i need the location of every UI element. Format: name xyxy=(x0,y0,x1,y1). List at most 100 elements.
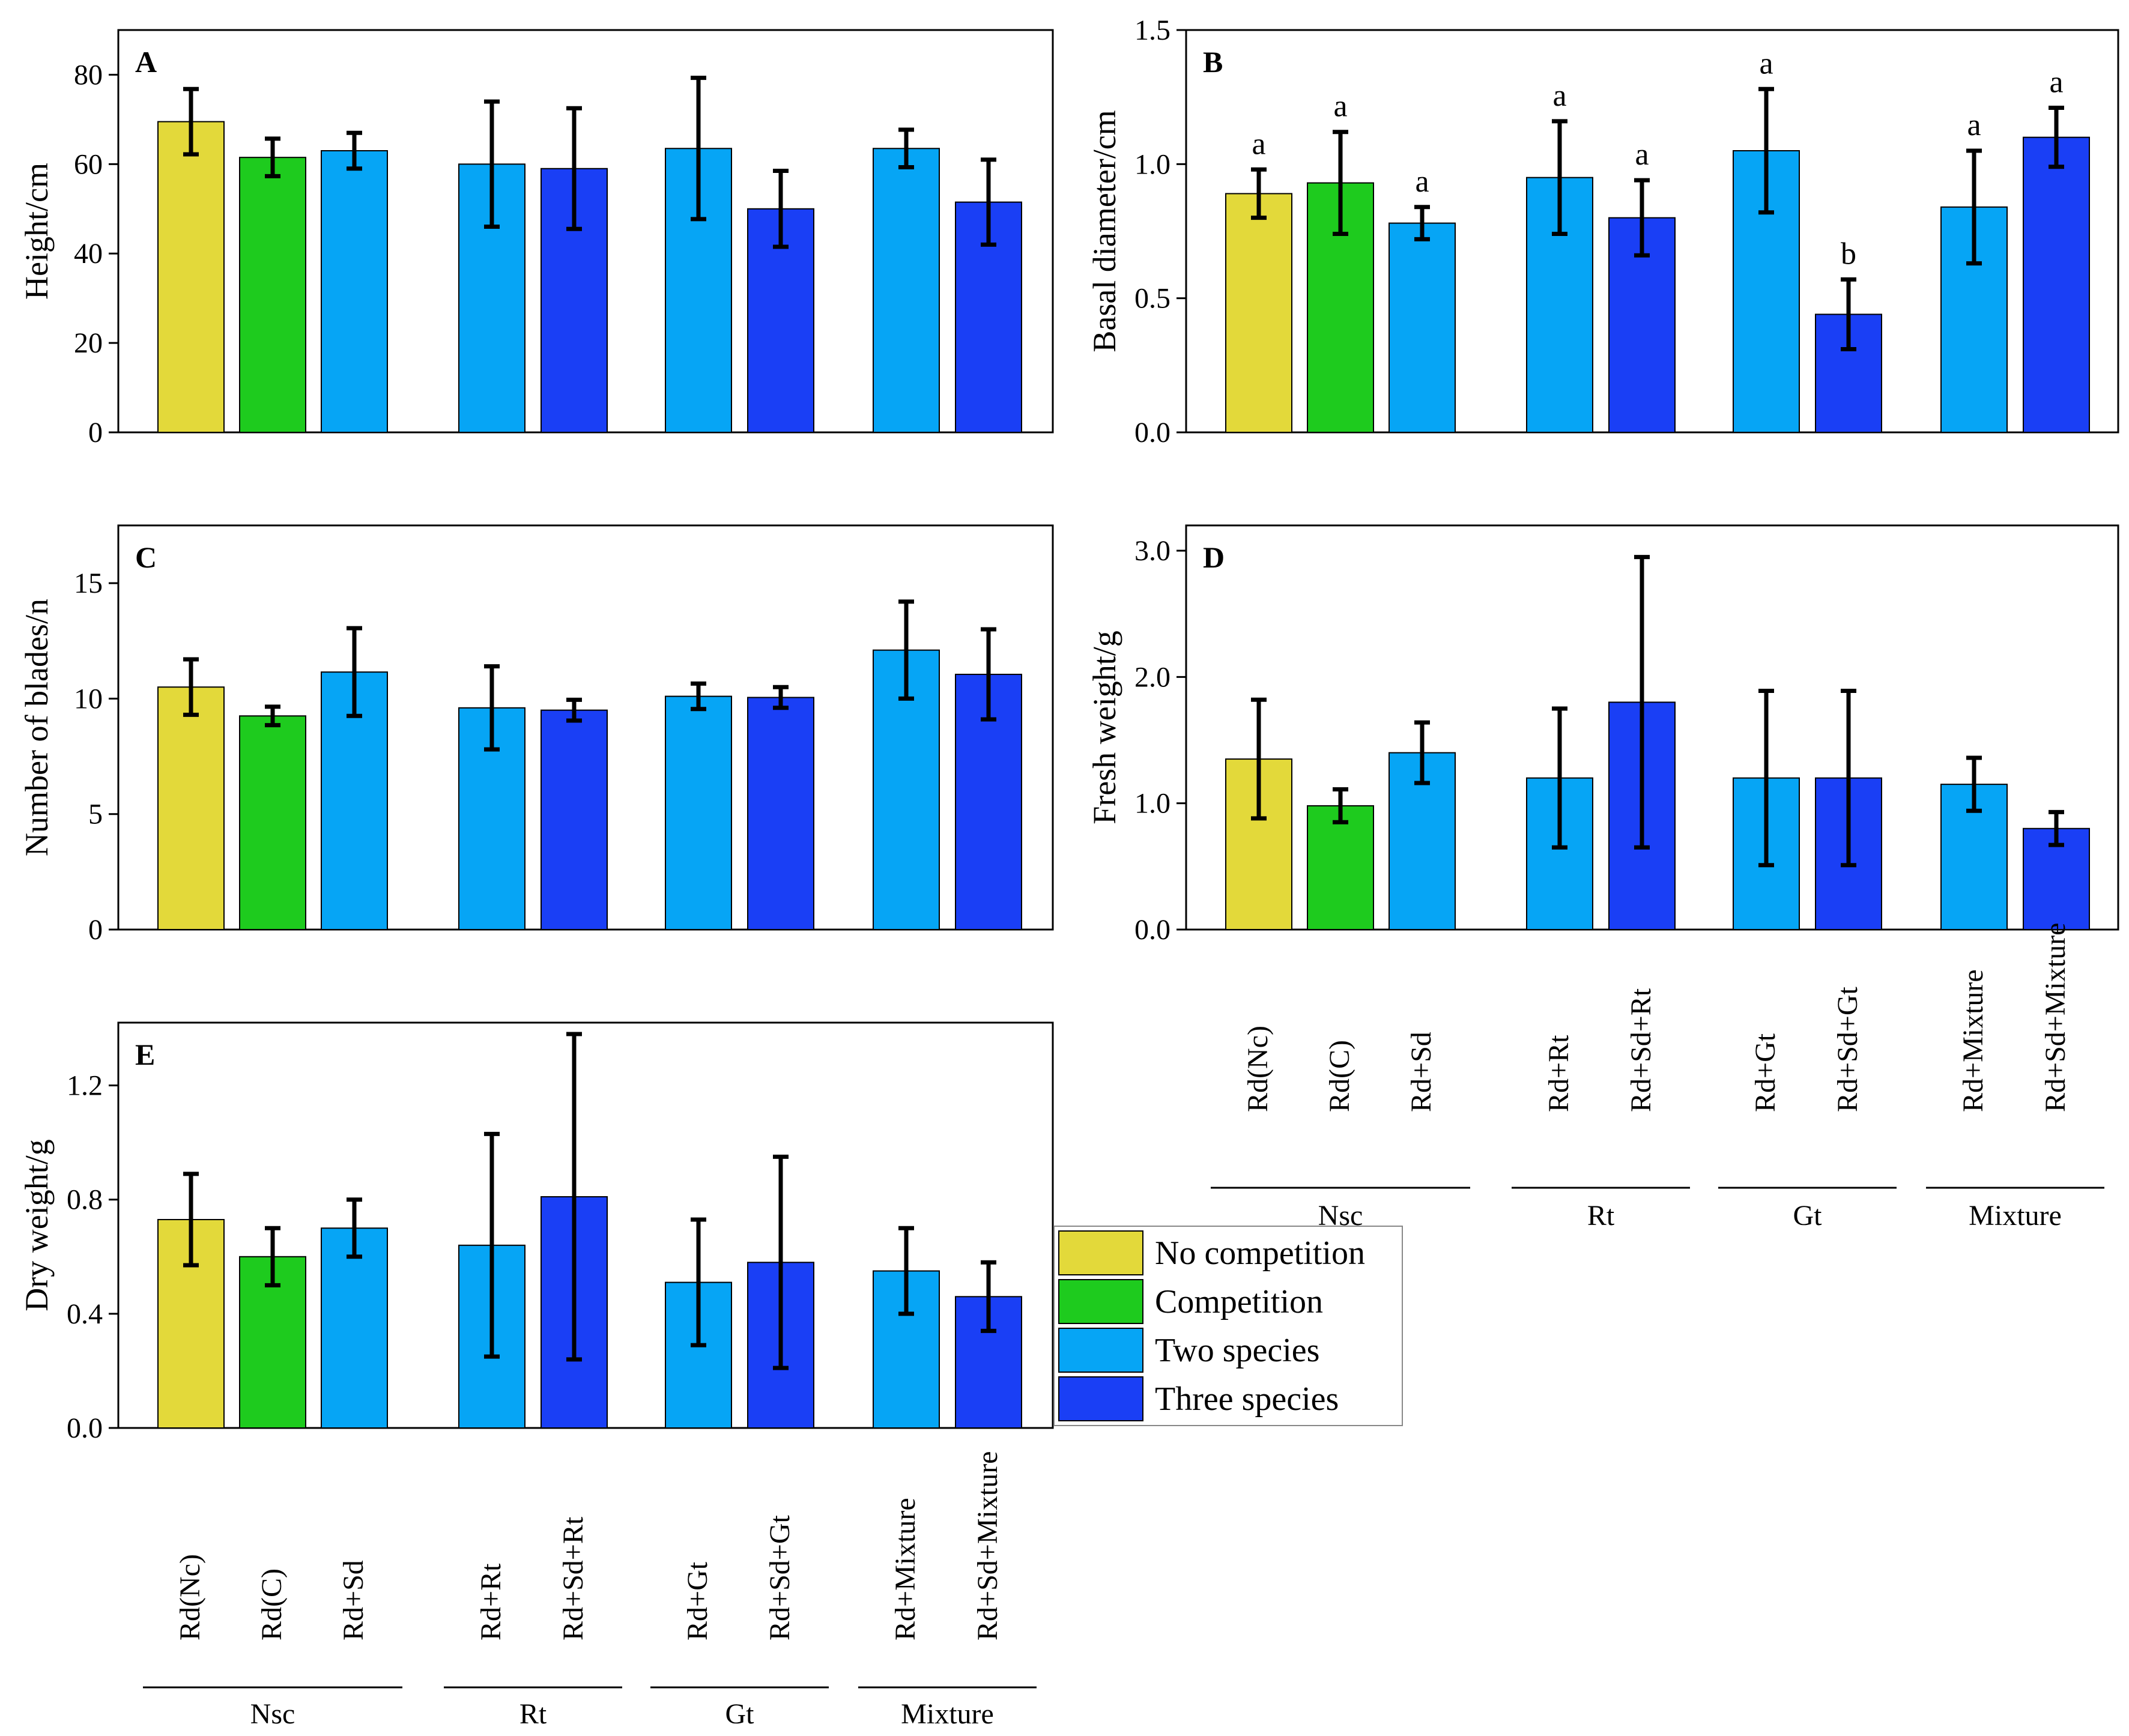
treatment-label: Rd(C) xyxy=(256,1568,288,1641)
legend-swatch xyxy=(1058,1279,1143,1324)
y-tick-label: 15 xyxy=(74,567,103,599)
significance-letter: a xyxy=(1415,165,1429,199)
panel-letter: D xyxy=(1203,540,1225,574)
y-tick-label: 1.0 xyxy=(1134,148,1170,180)
y-axis-label: Number of blades/n xyxy=(19,599,55,856)
bar xyxy=(873,148,940,433)
panels: 0 20 40 60 80 Height/cm A 0.0 0.5 1.0 1.5 Basal dia… xyxy=(19,14,2119,1444)
treatment-label: Rd+Gt xyxy=(1749,1033,1781,1112)
bar xyxy=(1225,193,1292,433)
bar xyxy=(239,157,306,433)
y-tick-label: 0.0 xyxy=(1134,914,1170,946)
bar xyxy=(321,150,388,433)
panel-letter: E xyxy=(135,1038,155,1071)
panel-b: 0.0 0.5 1.0 1.5 Basal diameter/cm Ba a a a a a b a a xyxy=(1086,14,2119,449)
bar xyxy=(541,168,608,433)
group-label: Rt xyxy=(1587,1200,1615,1232)
y-tick-label: 20 xyxy=(74,327,103,359)
bar xyxy=(1389,222,1456,433)
group-label: Mixture xyxy=(1969,1200,2062,1232)
treatment-label: Rd+Sd+Mixture xyxy=(2040,923,2071,1113)
group-label: Rt xyxy=(519,1698,547,1730)
panel-letter: C xyxy=(135,540,157,574)
y-tick-label: 1.5 xyxy=(1134,14,1170,46)
y-tick-label: 5 xyxy=(88,799,103,830)
significance-letter: b xyxy=(1841,237,1856,271)
panel-d: 0.0 1.0 2.0 3.0 Fresh weight/g D xyxy=(1086,524,2119,946)
y-tick-label: 0 xyxy=(88,914,103,946)
y-tick-label: 0.8 xyxy=(67,1184,103,1216)
legend-label: Competition xyxy=(1155,1283,1323,1320)
y-tick-label: 0.0 xyxy=(1134,417,1170,449)
bar xyxy=(665,695,732,931)
legend-label: No competition xyxy=(1155,1235,1365,1272)
treatment-label: Rd+Sd xyxy=(1405,1032,1437,1112)
y-tick-label: 1.0 xyxy=(1134,788,1170,820)
significance-letter: a xyxy=(1759,46,1773,80)
bar xyxy=(157,121,225,434)
y-tick-label: 0.0 xyxy=(67,1412,103,1444)
bar xyxy=(239,715,306,931)
y-tick-label: 2.0 xyxy=(1134,661,1170,693)
bar xyxy=(321,1227,388,1429)
treatment-label: Rd+Sd+Rt xyxy=(557,1516,589,1641)
treatment-label: Rd+Sd+Gt xyxy=(764,1514,796,1641)
y-axis-label: Basal diameter/cm xyxy=(1086,110,1122,352)
significance-letter: a xyxy=(1967,108,1981,142)
treatment-label: Rd+Gt xyxy=(682,1561,713,1641)
group-label: Nsc xyxy=(250,1698,295,1730)
panel-c: 0 5 10 15 Number of blades/n C xyxy=(19,524,1054,946)
treatment-label: Rd+Rt xyxy=(1543,1035,1575,1112)
significance-letter: a xyxy=(2049,65,2063,100)
group-label: Gt xyxy=(725,1698,755,1730)
treatment-label: Rd(Nc) xyxy=(1242,1026,1274,1112)
treatment-label: Rd+Mixture xyxy=(889,1498,921,1641)
bar xyxy=(1389,752,1456,930)
y-tick-label: 0.5 xyxy=(1134,283,1170,315)
y-tick-label: 1.2 xyxy=(67,1070,103,1102)
y-tick-label: 60 xyxy=(74,148,103,180)
legend-label: Three species xyxy=(1155,1381,1339,1418)
x-axis-d: Rd(Nc) Rd(C) Rd+Sd Rd+Rt Rd+Sd+Rt Rd+Gt Rd+Sd+… xyxy=(1211,923,2104,1232)
y-tick-label: 3.0 xyxy=(1134,535,1170,567)
panel-a: 0 20 40 60 80 Height/cm A xyxy=(19,29,1054,449)
treatment-label: Rd(Nc) xyxy=(174,1554,206,1641)
group-label: Mixture xyxy=(901,1698,994,1730)
bar xyxy=(1307,805,1374,931)
bar xyxy=(157,686,225,930)
significance-letter: a xyxy=(1635,138,1649,172)
treatment-label: Rd+Sd+Gt xyxy=(1832,986,1864,1112)
y-axis-label: Dry weight/g xyxy=(19,1139,55,1311)
bar xyxy=(541,709,608,930)
significance-letter: a xyxy=(1333,89,1347,124)
y-tick-label: 0.4 xyxy=(67,1298,103,1330)
y-axis-label: Fresh weight/g xyxy=(1086,631,1122,824)
legend-swatch xyxy=(1058,1230,1143,1275)
bar xyxy=(747,697,814,931)
bar xyxy=(2023,136,2090,434)
bar xyxy=(1815,313,1882,434)
y-tick-label: 0 xyxy=(88,417,103,449)
panel-e: 0.0 0.4 0.8 1.2 Dry weight/g E xyxy=(19,1021,1054,1444)
group-label: Gt xyxy=(1793,1200,1823,1232)
legend-label: Two species xyxy=(1155,1332,1319,1369)
treatment-label: Rd(C) xyxy=(1324,1040,1355,1112)
significance-letter: a xyxy=(1552,79,1566,113)
y-tick-label: 80 xyxy=(74,59,103,91)
treatment-label: Rd+Mixture xyxy=(1957,969,1989,1112)
y-tick-label: 40 xyxy=(74,238,103,270)
significance-letter: a xyxy=(1252,127,1265,161)
legend-swatch xyxy=(1058,1328,1143,1373)
treatment-label: Rd+Rt xyxy=(475,1563,507,1641)
treatment-label: Rd+Sd+Mixture xyxy=(972,1451,1004,1641)
treatment-label: Rd+Sd+Rt xyxy=(1625,988,1657,1112)
x-axis-e: Rd(Nc) Rd(C) Rd+Sd Rd+Rt Rd+Sd+Rt Rd+Gt Rd+Sd+… xyxy=(143,1451,1037,1730)
panel-letter: B xyxy=(1203,45,1223,79)
legend-swatch xyxy=(1058,1376,1143,1421)
y-axis-label: Height/cm xyxy=(19,163,55,300)
x-axis-labels: Rd(Nc) Rd(C) Rd+Sd Rd+Rt Rd+Sd+Rt Rd+Gt Rd+Sd+… xyxy=(143,923,2104,1730)
panel-letter: A xyxy=(135,45,157,79)
y-tick-label: 10 xyxy=(74,683,103,715)
legend: No competition Competition Two species Thre… xyxy=(1053,1226,1403,1426)
